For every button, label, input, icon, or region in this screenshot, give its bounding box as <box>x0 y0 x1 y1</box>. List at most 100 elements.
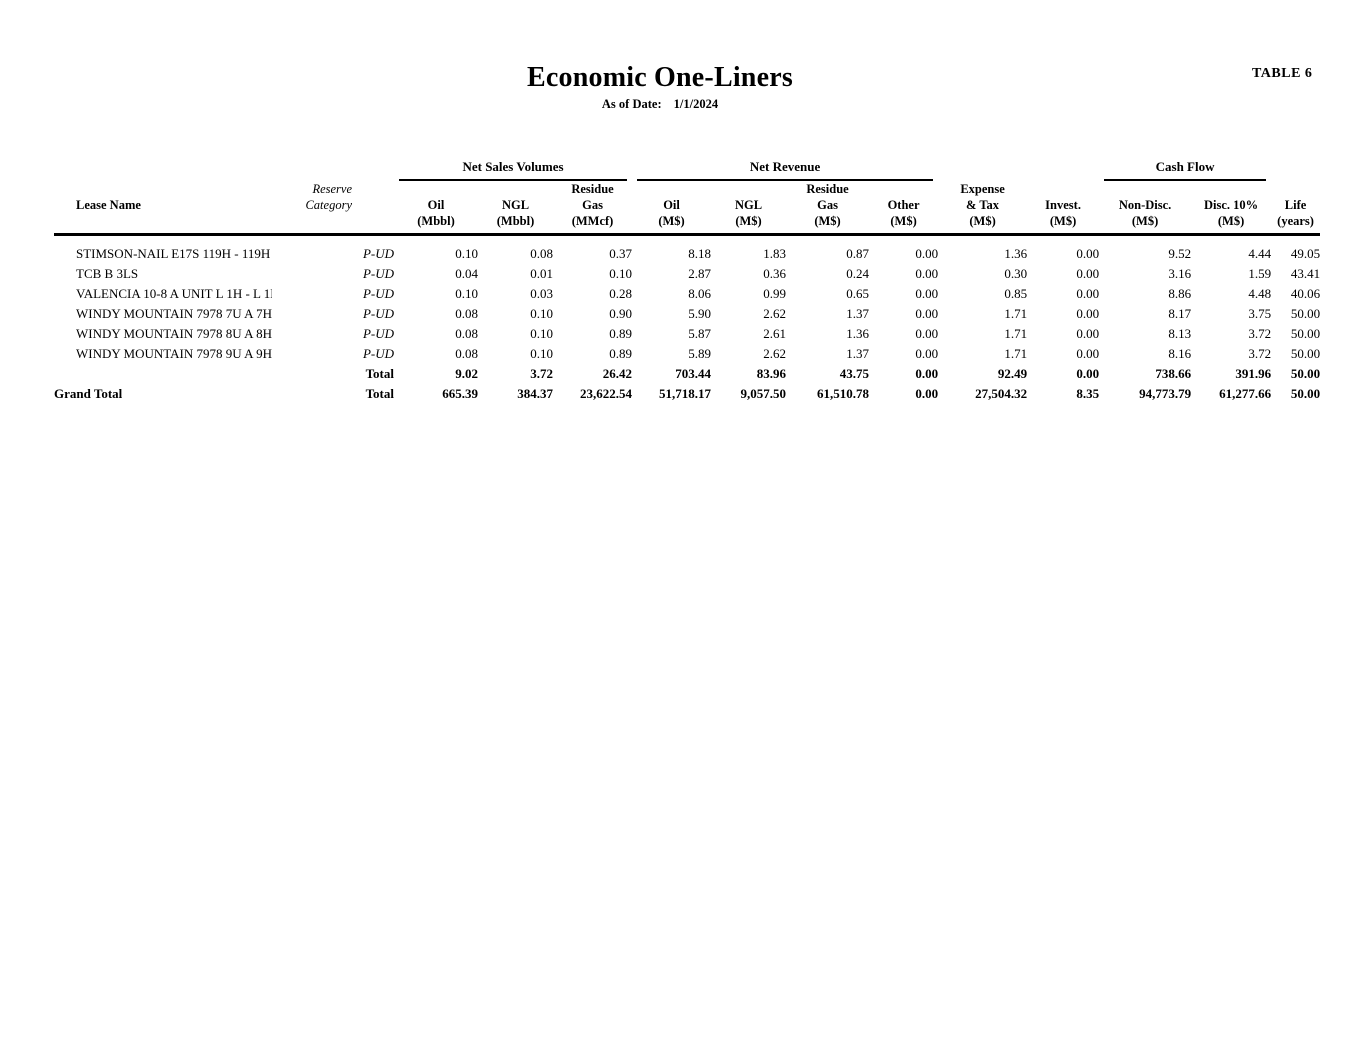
value-cell: 0.10 <box>455 286 478 301</box>
value-cell: 8.16 <box>1168 346 1192 361</box>
group-spacer <box>54 155 394 181</box>
reserve-category: P-UD <box>362 346 394 361</box>
value-cell: 0.10 <box>530 326 553 341</box>
value-cell: 0.30 <box>1004 266 1028 281</box>
value-cell: 50.00 <box>1290 326 1321 341</box>
value-cell: 0.08 <box>455 346 478 361</box>
total-row-spacer <box>54 364 297 384</box>
col-header-ngl-revenue: NGL (M$) <box>711 181 787 236</box>
total-value-cell: 9.02 <box>455 366 478 381</box>
value-cell: 1.71 <box>1004 306 1028 321</box>
value-cell: 9.52 <box>1168 246 1192 261</box>
col-header-cash-flow-disc10: Disc. 10% (M$) <box>1191 181 1272 236</box>
group-net-revenue: Net Revenue <box>632 155 938 181</box>
total-row-label: Total <box>365 366 394 381</box>
value-cell: 0.00 <box>915 286 939 301</box>
value-cell: 0.28 <box>609 286 633 301</box>
total-value-cell: 26.42 <box>602 366 633 381</box>
value-cell: 0.00 <box>1076 346 1100 361</box>
value-cell: 2.87 <box>688 266 712 281</box>
col-header-other-revenue: Other (M$) <box>869 181 939 236</box>
value-cell: 0.24 <box>846 266 870 281</box>
value-cell: 0.10 <box>455 246 478 261</box>
grand-total-label-cell: Grand Total <box>54 384 297 404</box>
value-cell: 1.37 <box>846 306 870 321</box>
value-cell: 0.87 <box>846 246 870 261</box>
value-cell: 1.59 <box>1248 266 1272 281</box>
lease-name: WINDY MOUNTAIN 7978 8U A 8H - A <box>76 326 272 341</box>
group-net-sales-volumes-label: Net Sales Volumes <box>399 159 628 181</box>
col-header-lease-name: Lease Name <box>54 181 297 236</box>
value-cell: 0.00 <box>1076 246 1100 261</box>
value-cell: 5.90 <box>688 306 712 321</box>
value-cell: 50.00 <box>1290 306 1321 321</box>
value-cell: 5.89 <box>688 346 712 361</box>
value-cell: 8.13 <box>1168 326 1192 341</box>
value-cell: 0.37 <box>609 246 633 261</box>
grand-total-value-cell: 0.00 <box>915 386 939 401</box>
lease-name: STIMSON-NAIL E17S 119H - 119H <box>76 246 271 261</box>
lease-name-cell: STIMSON-NAIL E17S 119H - 119H <box>54 235 297 265</box>
value-cell: 0.89 <box>609 326 633 341</box>
value-cell: 2.62 <box>763 346 787 361</box>
value-cell: 3.16 <box>1168 266 1192 281</box>
lease-name-cell: WINDY MOUNTAIN 7978 7U A 7H - A <box>54 304 297 324</box>
table-row: TCB B 3LS P-UD 0.04 0.01 0.10 2.87 0.36 … <box>54 264 1320 284</box>
col-header-life: Life (years) <box>1271 181 1321 236</box>
value-cell: 0.90 <box>609 306 633 321</box>
total-value-cell: 83.96 <box>756 366 787 381</box>
value-cell: 1.36 <box>1004 246 1028 261</box>
value-cell: 0.00 <box>915 266 939 281</box>
value-cell: 0.99 <box>763 286 787 301</box>
reserve-category: P-UD <box>362 246 394 261</box>
group-spacer <box>1271 155 1320 181</box>
col-header-investment: Invest. (M$) <box>1027 181 1100 236</box>
economics-table: Net Sales Volumes Net Revenue Cash Flow … <box>54 155 1321 405</box>
value-cell: 1.71 <box>1004 346 1028 361</box>
total-value-cell: 703.44 <box>675 366 712 381</box>
value-cell: 8.86 <box>1168 286 1192 301</box>
table-number-label: TABLE 6 <box>1252 66 1313 81</box>
value-cell: 50.00 <box>1290 346 1321 361</box>
table-row: WINDY MOUNTAIN 7978 9U A 9H - A P-UD 0.0… <box>54 344 1320 364</box>
lease-name: VALENCIA 10-8 A UNIT L 1H - L 1H <box>76 286 272 301</box>
col-header-expense-tax: Expense & Tax (M$) <box>938 181 1028 236</box>
group-cash-flow-label: Cash Flow <box>1104 159 1267 181</box>
col-header-oil-volume: Oil (Mbbl) <box>394 181 478 236</box>
value-cell: 0.10 <box>609 266 633 281</box>
group-cash-flow: Cash Flow <box>1099 155 1271 181</box>
grand-total-value-cell: 61,277.66 <box>1219 386 1272 401</box>
reserve-category: P-UD <box>362 266 394 281</box>
grand-total-value-cell: 94,773.79 <box>1139 386 1192 401</box>
total-value-cell: 92.49 <box>997 366 1028 381</box>
category-total-row: Total 9.02 3.72 26.42 703.44 83.96 43.75… <box>54 364 1320 384</box>
total-value-cell: 0.00 <box>1076 366 1100 381</box>
value-cell: 0.36 <box>763 266 787 281</box>
col-header-cash-flow-nondisc: Non-Disc. (M$) <box>1099 181 1192 236</box>
grand-total-label: Grand Total <box>54 386 123 401</box>
col-header-oil-revenue: Oil (M$) <box>632 181 712 236</box>
table-row: WINDY MOUNTAIN 7978 8U A 8H - A P-UD 0.0… <box>54 324 1320 344</box>
column-header-row: Lease Name Reserve Category Oil (Mbbl) N… <box>54 181 1321 236</box>
value-cell: 0.00 <box>1076 326 1100 341</box>
grand-total-row: Grand Total Total 665.39 384.37 23,622.5… <box>54 384 1320 404</box>
grand-total-value-cell: 50.00 <box>1290 386 1321 401</box>
group-net-revenue-label: Net Revenue <box>637 159 934 181</box>
total-value-cell: 738.66 <box>1155 366 1192 381</box>
grand-total-value-cell: 61,510.78 <box>817 386 870 401</box>
page-title: Economic One-Liners <box>527 62 793 93</box>
grand-total-value-cell: 23,622.54 <box>580 386 633 401</box>
table-body: STIMSON-NAIL E17S 119H - 119H P-UD 0.10 … <box>54 235 1320 405</box>
value-cell: 8.18 <box>688 246 712 261</box>
as-of-date: 1/1/2024 <box>673 97 719 111</box>
grand-total-value-cell: 51,718.17 <box>659 386 712 401</box>
total-value-cell: 391.96 <box>1235 366 1272 381</box>
value-cell: 0.08 <box>455 326 478 341</box>
value-cell: 0.08 <box>530 246 553 261</box>
total-value-cell: 3.72 <box>530 366 553 381</box>
group-net-sales-volumes: Net Sales Volumes <box>394 155 632 181</box>
lease-name-cell: WINDY MOUNTAIN 7978 9U A 9H - A <box>54 344 297 364</box>
total-value-cell: 43.75 <box>839 366 870 381</box>
total-value-cell: 0.00 <box>915 366 939 381</box>
